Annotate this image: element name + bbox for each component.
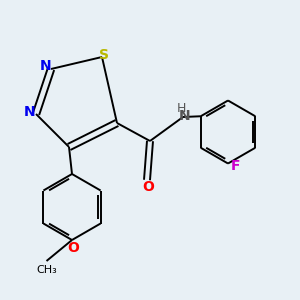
Text: S: S (98, 48, 109, 62)
Text: H: H (177, 101, 186, 115)
Text: F: F (231, 159, 240, 173)
Text: N: N (40, 59, 51, 73)
Text: O: O (142, 180, 154, 194)
Text: CH₃: CH₃ (36, 265, 57, 275)
Text: O: O (68, 241, 80, 254)
Text: N: N (24, 106, 35, 119)
Text: N: N (179, 109, 190, 122)
